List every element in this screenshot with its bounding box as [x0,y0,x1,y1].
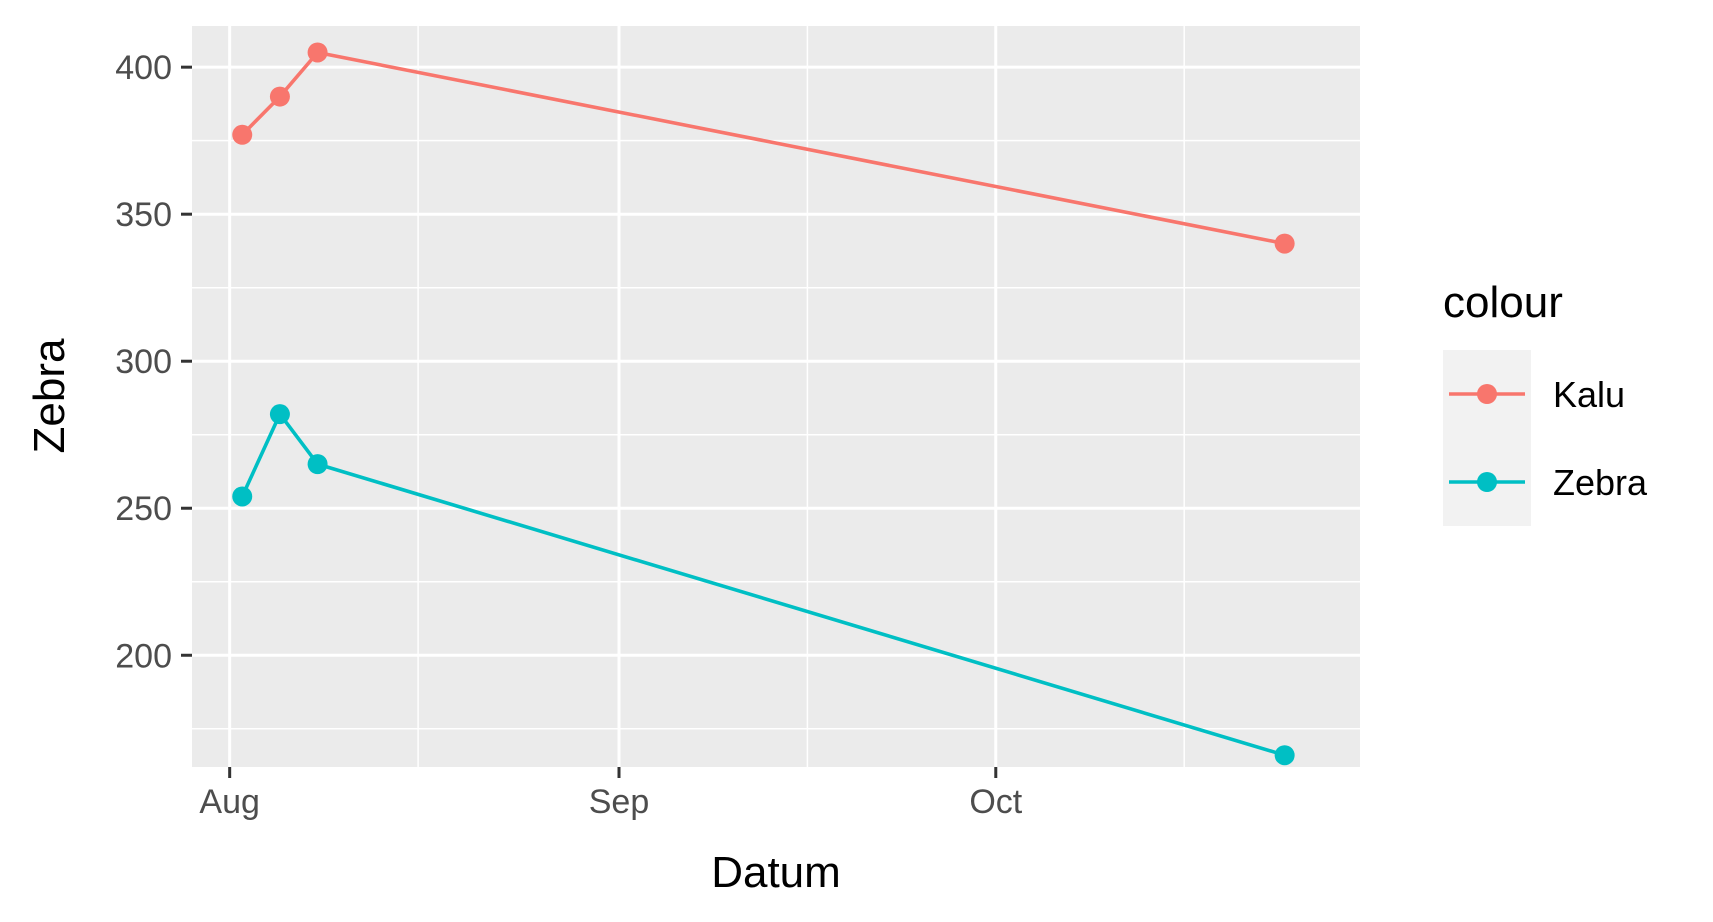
legend-key-background [1443,350,1531,526]
legend: colour Kalu Zebra [1443,278,1648,526]
x-tick-label: Sep [589,783,650,821]
y-tick-label: 300 [115,343,172,381]
legend-item-zebra: Zebra [1449,462,1648,503]
y-axis-title: Zebra [25,338,74,453]
data-point-kalu [307,42,328,63]
legend-key-point [1477,472,1497,492]
y-tick-label: 250 [115,490,172,528]
y-tick-label: 350 [115,196,172,234]
x-axis: Aug Sep Oct [199,767,1023,821]
major-gridlines [192,26,1360,767]
series-line-zebra [240,412,1286,757]
data-point-kalu [269,86,290,107]
x-axis-title: Datum [711,848,841,897]
legend-label: Kalu [1553,374,1625,415]
legend-items: Kalu Zebra [1449,374,1648,503]
data-point-zebra [232,486,253,507]
data-point-zebra [1274,745,1295,766]
series-kalu [232,42,1295,254]
series-zebra [232,404,1295,766]
data-point-kalu [1274,233,1295,254]
legend-item-kalu: Kalu [1449,374,1625,415]
plot-panel-background [192,26,1360,767]
data-point-zebra [307,454,328,475]
y-axis: 200 250 300 350 400 [115,49,192,675]
legend-title: colour [1443,278,1563,327]
series-layer [232,42,1295,766]
legend-key-point [1477,384,1497,404]
x-tick-label: Aug [199,783,260,821]
x-tick-label: Oct [969,783,1022,821]
data-point-zebra [269,404,290,425]
minor-gridlines [192,26,1360,767]
legend-label: Zebra [1553,462,1648,503]
y-tick-label: 400 [115,49,172,87]
y-tick-label: 200 [115,637,172,675]
data-point-kalu [232,124,253,145]
series-line-kalu [240,50,1285,246]
